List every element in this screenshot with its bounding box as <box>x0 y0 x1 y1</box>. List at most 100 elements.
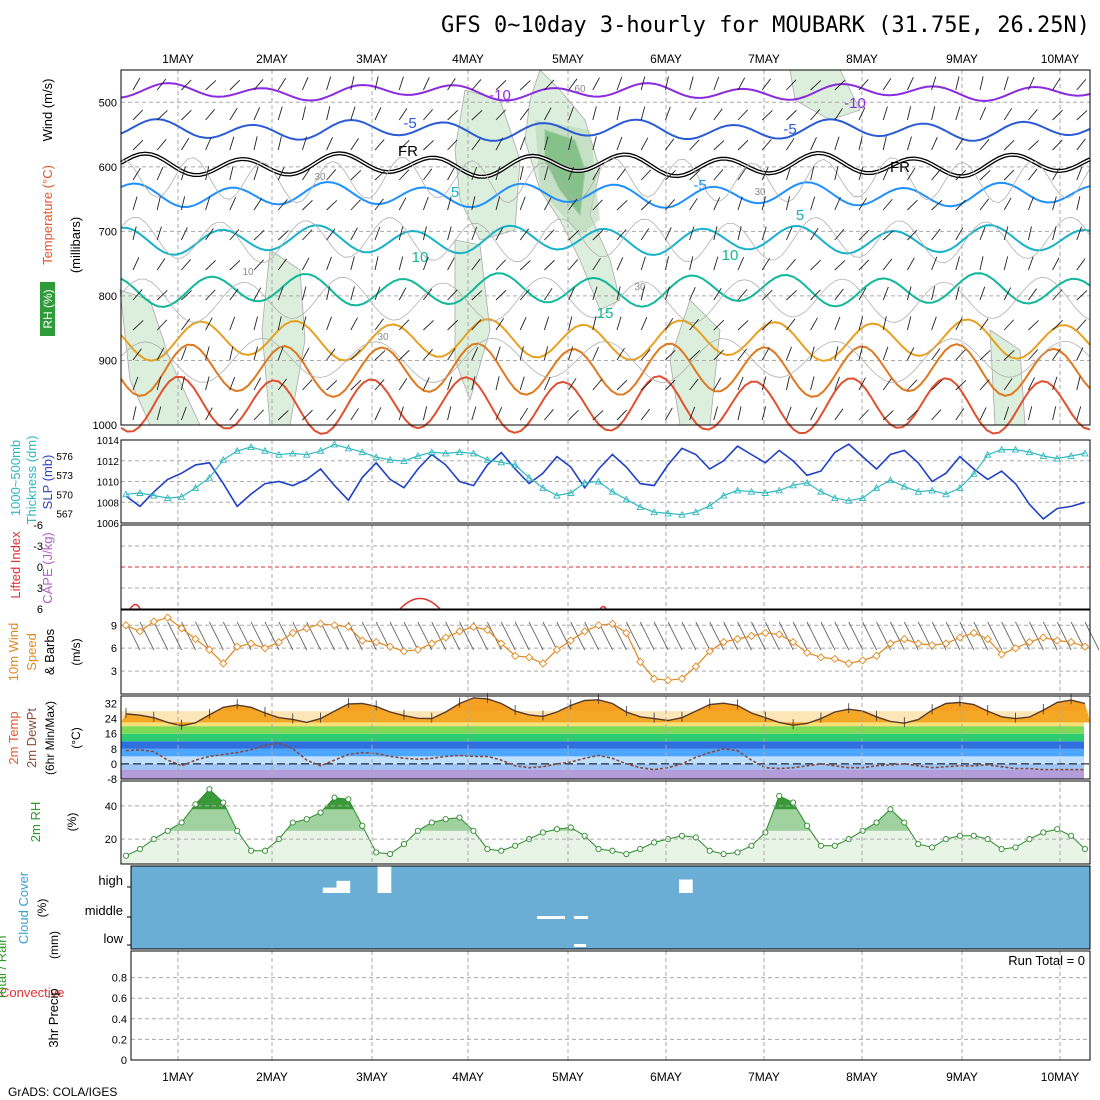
wind-barb <box>834 346 839 361</box>
date-label-top: 9MAY <box>946 52 978 66</box>
wind-barb <box>713 108 723 121</box>
wind-barb <box>132 109 144 121</box>
wind-barb <box>713 226 718 241</box>
rh2m-marker <box>970 832 977 839</box>
wind10-marker <box>941 639 951 648</box>
cloud-bar-high <box>322 887 337 893</box>
wind10-barb <box>264 621 280 651</box>
thickness-marker <box>1067 452 1075 459</box>
precip-unit: (mm) <box>47 931 61 959</box>
wind-barb <box>592 258 601 271</box>
thickness-marker <box>970 469 978 477</box>
lifted-index-tick-label: -6 <box>33 520 43 532</box>
wind-barb <box>1052 376 1058 391</box>
wind10-barb <box>181 621 196 651</box>
temperature-contour <box>120 180 1091 209</box>
wind-barb <box>350 286 355 301</box>
wind-barb <box>471 196 476 211</box>
wind-barb <box>834 108 843 121</box>
wind10-speed-line <box>125 616 1086 681</box>
slp-tick-label: 1012 <box>97 457 120 468</box>
wind-barb <box>181 109 192 121</box>
wind-barb <box>398 406 404 421</box>
wind-barb <box>156 289 168 301</box>
wind10-marker <box>246 639 256 648</box>
wind-barb <box>979 226 986 241</box>
thickness-marker <box>261 446 269 454</box>
wind-barb <box>326 200 338 211</box>
wind-barb <box>665 138 675 151</box>
thickness-marker <box>831 494 839 502</box>
cloud-bar-high <box>377 866 392 893</box>
wind-barb <box>665 317 674 331</box>
wind-barb <box>302 168 311 181</box>
wind10-barb <box>208 621 224 651</box>
wind-barb <box>810 407 818 421</box>
wind-barb <box>374 198 384 211</box>
thickness-marker <box>803 478 811 486</box>
wind10-barb <box>639 621 655 651</box>
temp-warm-band <box>121 711 1090 723</box>
wind-barb <box>882 346 889 361</box>
wind-barb <box>277 230 289 241</box>
temp2m-panel: -8 0 8 16 24 32 <box>105 692 1090 786</box>
wind-barb <box>447 348 456 361</box>
wind-barb <box>810 137 817 151</box>
wind-barb <box>955 256 960 271</box>
wind10-barb <box>1001 621 1017 651</box>
thickness-marker <box>469 449 478 457</box>
wind-barb <box>616 379 628 391</box>
wind-barb <box>1076 196 1081 211</box>
wind-barb <box>640 380 652 391</box>
wind10-marker <box>788 637 798 647</box>
contour-label: 30 <box>634 282 646 293</box>
wind-barb <box>301 136 308 151</box>
wind-barb <box>786 259 796 271</box>
date-label-top: 4MAY <box>452 52 484 66</box>
wind-barb <box>205 137 212 151</box>
wind-barb <box>665 379 676 391</box>
wind-barb <box>374 170 386 181</box>
temperature-contour <box>120 318 1091 362</box>
wind-barb <box>955 408 965 421</box>
wind-barb <box>180 166 186 181</box>
wind-barb <box>471 347 479 361</box>
wind10-barb <box>1056 621 1072 651</box>
temp2m-tick-label: 32 <box>105 699 117 711</box>
rh2m-marker <box>915 841 922 848</box>
wind10-barb <box>959 621 975 651</box>
wind-barb <box>326 137 333 151</box>
thickness-marker <box>747 487 756 495</box>
rh2m-marker <box>567 824 574 831</box>
wind-barb <box>761 167 769 181</box>
wind-barb <box>907 199 918 211</box>
rh2m-marker <box>998 846 1005 853</box>
rh2m-marker <box>790 799 797 806</box>
cape-panel: -6 -3 0 3 6 <box>33 520 1090 616</box>
wind-barb <box>398 108 408 121</box>
pressure-tick-label: 500 <box>99 97 117 109</box>
wind-barb <box>1076 166 1083 181</box>
thickness-marker <box>233 446 241 454</box>
date-label-bottom: 9MAY <box>946 1070 978 1084</box>
wind-barb <box>495 196 501 211</box>
wind-barb <box>1003 139 1015 151</box>
wind-barb <box>1076 290 1088 301</box>
wind10-barb <box>320 621 335 651</box>
wind-barb <box>132 289 143 301</box>
contour-label: 30 <box>754 187 766 198</box>
rh2m-marker <box>720 850 727 858</box>
date-label-top: 5MAY <box>552 52 584 66</box>
wind-barb <box>737 257 745 271</box>
wind-barb <box>447 406 452 421</box>
wind10-marker <box>497 639 506 648</box>
temp-color-band <box>121 722 1084 727</box>
wind10-barb <box>751 621 766 651</box>
wind-barb <box>955 317 963 331</box>
wind-barb <box>350 256 355 271</box>
wind-barb <box>495 289 507 301</box>
wind10-marker <box>1011 644 1020 653</box>
rh2m-marker <box>331 794 338 801</box>
thickness-marker <box>608 487 617 495</box>
wind-barb <box>737 376 744 391</box>
